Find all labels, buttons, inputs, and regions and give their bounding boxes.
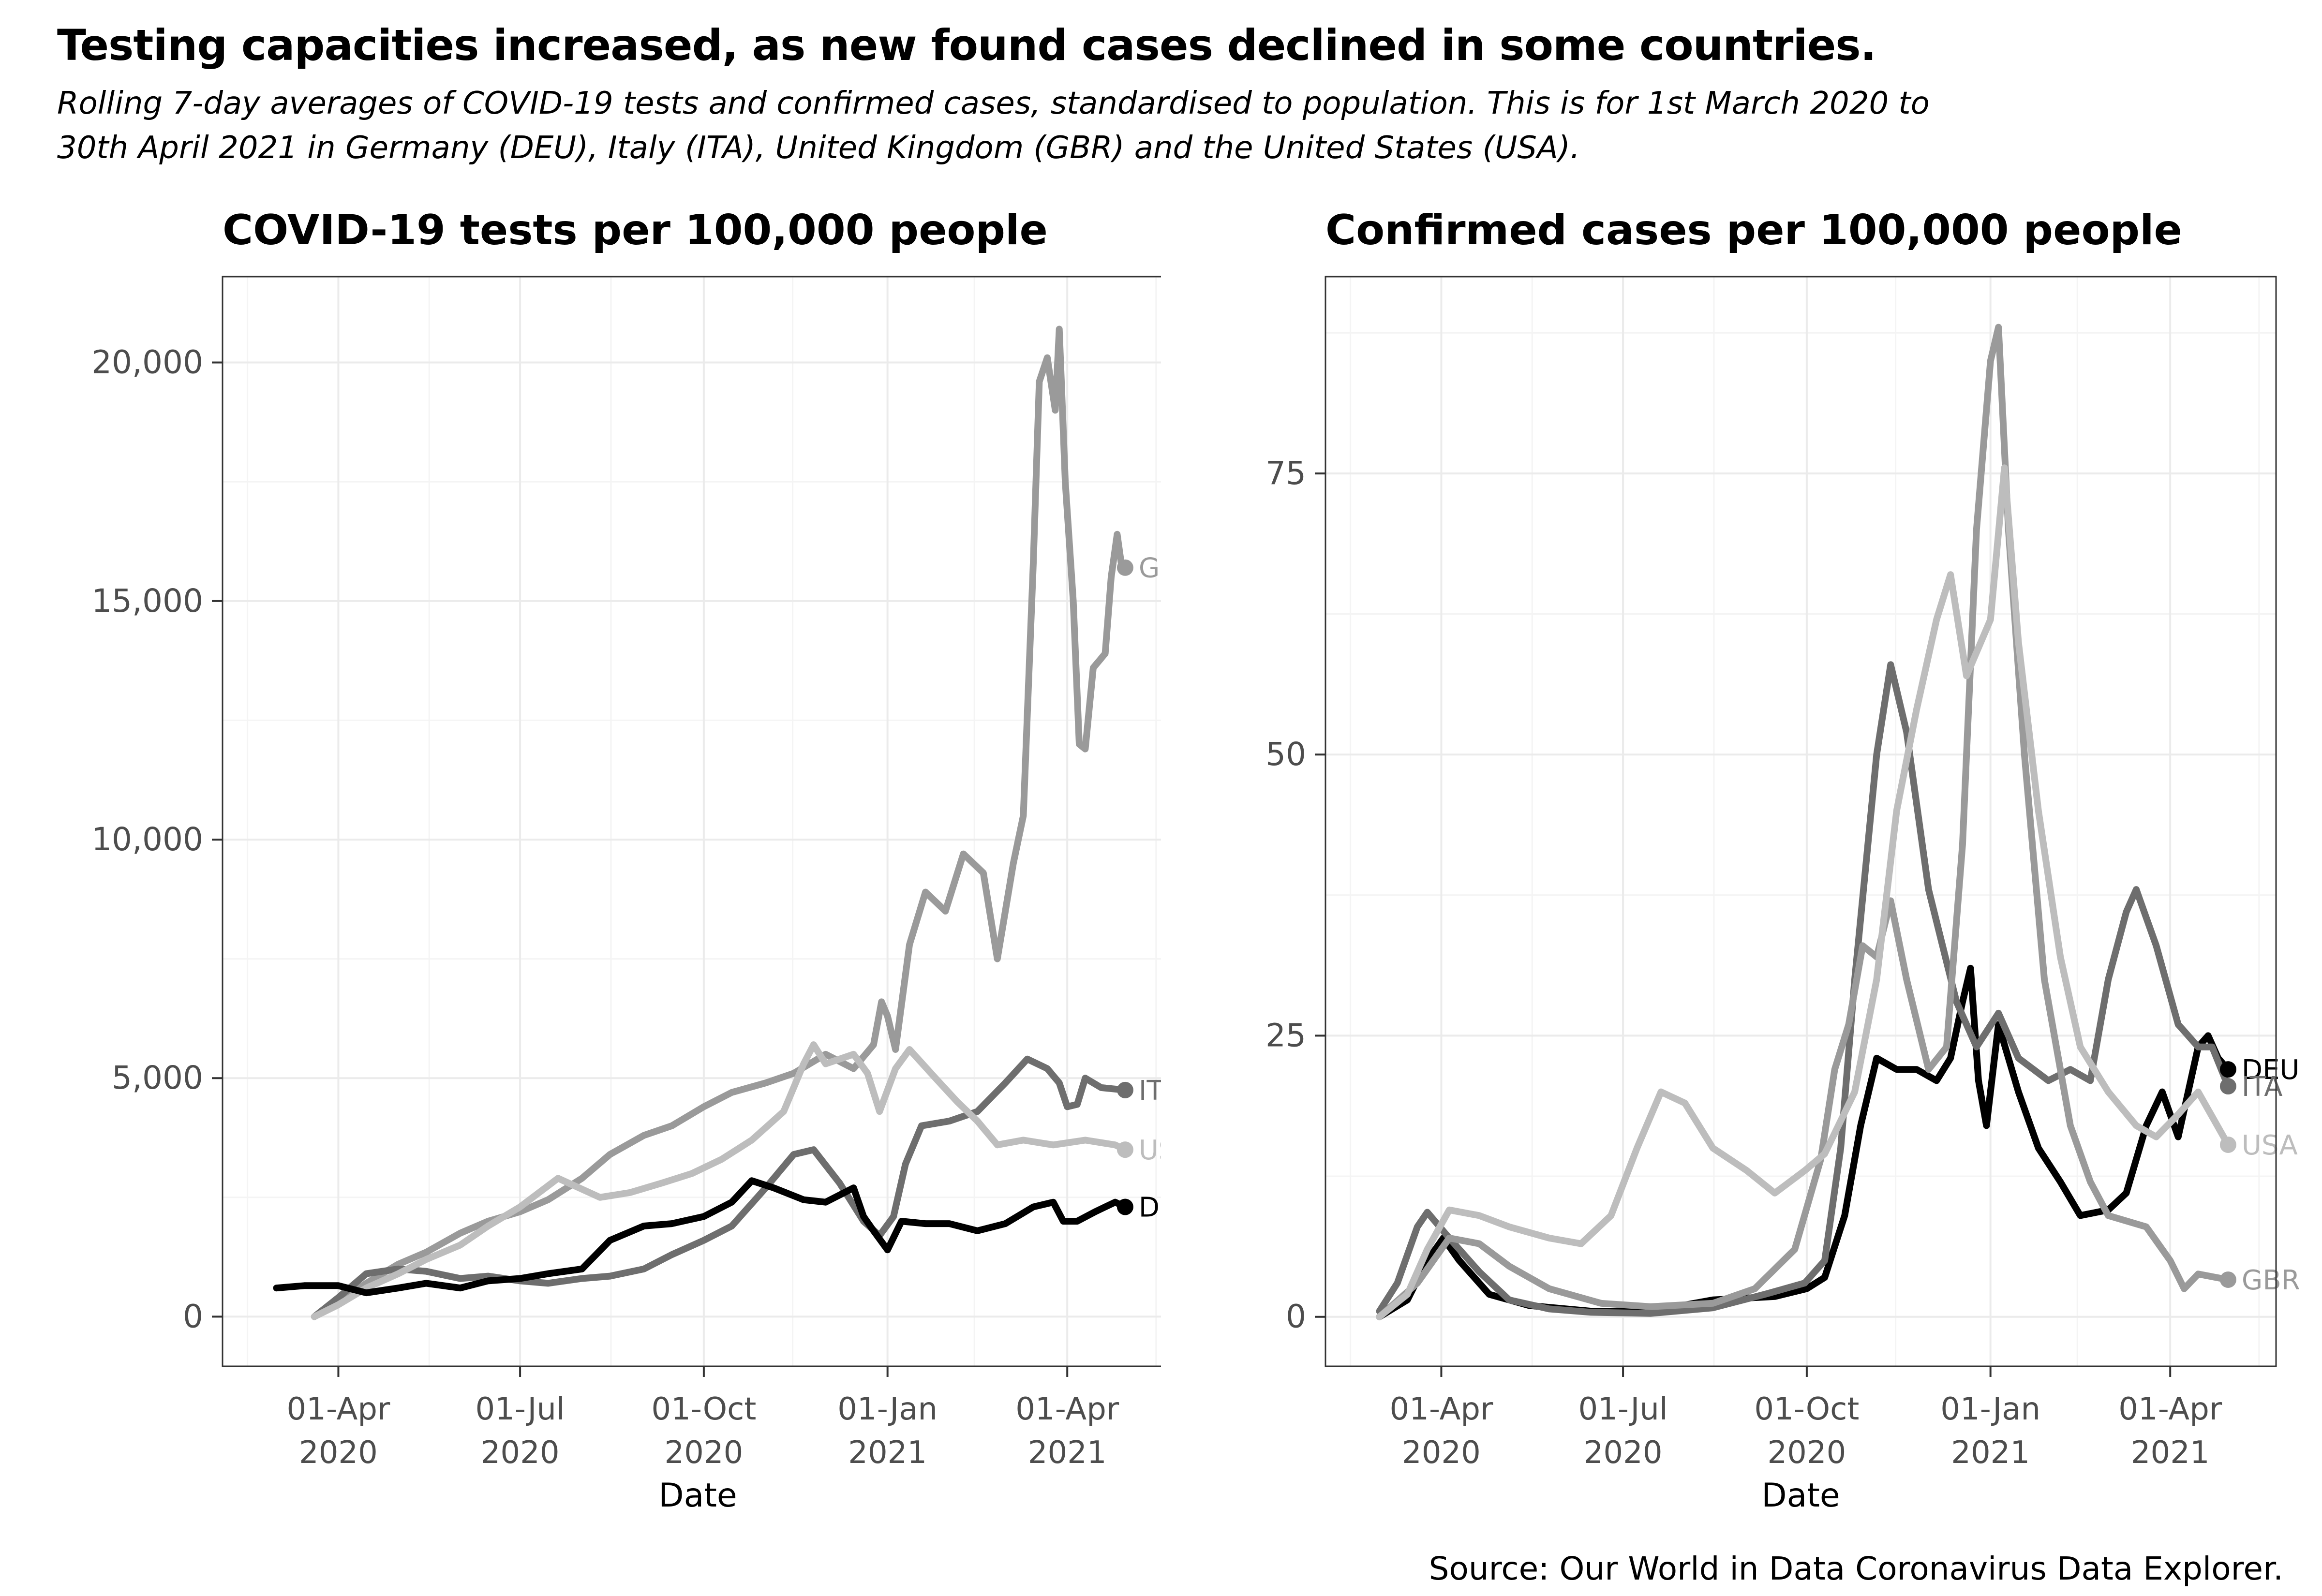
axes: 0 25 50 75 01-Apr 2020 01-Jul 2020 01-Oct 2020 01-… <box>1265 455 2222 1515</box>
series-label-gbr: GBR <box>1139 553 1161 584</box>
x-axis-label: Date <box>658 1477 737 1515</box>
series-label-usa: USA <box>1139 1135 1161 1166</box>
series-line-deu <box>273 1177 1129 1297</box>
series-endpoint-gbr <box>1116 559 1133 576</box>
series-endpoint-deu <box>1116 1198 1133 1215</box>
panel-border <box>1325 276 2277 1367</box>
x-tick-label: 01-Oct <box>1754 1391 1859 1427</box>
x-tick-label-year: 2020 <box>1767 1435 1846 1471</box>
series-endpoint-ita <box>2219 1078 2236 1095</box>
panel-title: Confirmed cases per 100,000 people <box>1325 206 2182 254</box>
series-endpoint-ita <box>1116 1081 1133 1098</box>
x-tick-label: 01-Jan <box>1940 1391 2040 1427</box>
x-tick-label-year: 2021 <box>1028 1435 1107 1471</box>
x-tick-label: 01-Jul <box>475 1391 565 1427</box>
series-label-deu: DEU <box>1139 1192 1161 1224</box>
cases-chart: Confirmed cases per 100,000 peopleDEUITA… <box>1265 206 2300 1515</box>
x-tick-label: 01-Apr <box>1015 1391 1119 1427</box>
series-endpoint-deu <box>2219 1061 2236 1078</box>
x-tick-label: 01-Jul <box>1578 1391 1667 1427</box>
x-tick-label-year: 2020 <box>1584 1435 1663 1471</box>
series-line-ita <box>1376 661 2232 1317</box>
y-tick-label: 50 <box>1265 736 1306 773</box>
series-label-deu: DEU <box>2242 1054 2300 1086</box>
grid <box>223 277 1161 1366</box>
tests-chart: COVID-19 tests per 100,000 people GBR ITA U… <box>91 206 1161 1515</box>
y-tick-label: 75 <box>1265 455 1306 492</box>
y-tick-label: 10,000 <box>91 821 203 858</box>
series-label-usa: USA <box>2242 1130 2298 1161</box>
x-tick-label-year: 2021 <box>848 1435 927 1471</box>
x-tick-label: 01-Jan <box>837 1391 938 1427</box>
y-tick-label: 15,000 <box>91 582 203 620</box>
grid <box>1325 277 2276 1366</box>
x-tick-label-year: 2021 <box>1951 1435 2030 1471</box>
source-caption: Source: Our World in Data Coronavirus Da… <box>1429 1550 2283 1587</box>
x-tick-label-year: 2020 <box>664 1435 743 1471</box>
x-tick-label-year: 2020 <box>299 1435 378 1471</box>
series-endpoint-usa <box>2219 1136 2236 1153</box>
series-endpoint-usa <box>1116 1141 1133 1158</box>
x-tick-label: 01-Apr <box>2118 1391 2222 1427</box>
x-tick-label-year: 2021 <box>2131 1435 2210 1471</box>
series-endpoint-gbr <box>2219 1271 2236 1288</box>
panel-title: COVID-19 tests per 100,000 people <box>223 206 1048 254</box>
y-tick-label: 0 <box>183 1298 203 1335</box>
series-line-usa <box>311 1041 1129 1320</box>
x-tick-label-year: 2020 <box>481 1435 560 1471</box>
panel-border <box>222 276 1161 1367</box>
x-tick-label-year: 2020 <box>1402 1435 1481 1471</box>
series-line-ita <box>311 1055 1129 1320</box>
series-line-gbr <box>311 325 1129 1320</box>
x-tick-label: 01-Apr <box>287 1391 391 1427</box>
axes: 0 5,000 10,000 15,000 20,000 01-Apr 2020 01-Jul… <box>91 344 1119 1515</box>
series-line-usa <box>1376 464 2232 1320</box>
figure-subtitle: Rolling 7-day averages of COVID-19 tests… <box>57 81 2089 170</box>
subtitle-line-1: Rolling 7-day averages of COVID-19 tests… <box>57 86 1930 121</box>
series-group: GBR ITA USA DEU <box>273 325 1161 1320</box>
series-label-gbr: GBR <box>2242 1265 2300 1296</box>
y-tick-label: 0 <box>1286 1298 1306 1335</box>
x-tick-label: 01-Oct <box>651 1391 756 1427</box>
x-axis-label: Date <box>1761 1477 1840 1515</box>
y-tick-label: 20,000 <box>91 344 203 381</box>
subtitle-line-2: 30th April 2021 in Germany (DEU), Italy … <box>57 130 1580 166</box>
y-tick-label: 25 <box>1265 1017 1306 1054</box>
y-tick-label: 5,000 <box>112 1059 203 1096</box>
series-label-ita: ITA <box>1139 1075 1161 1107</box>
series-line-gbr <box>1376 324 2232 1320</box>
figure-title: Testing capacities increased, as new fou… <box>57 20 1876 70</box>
x-tick-label: 01-Apr <box>1390 1391 1494 1427</box>
